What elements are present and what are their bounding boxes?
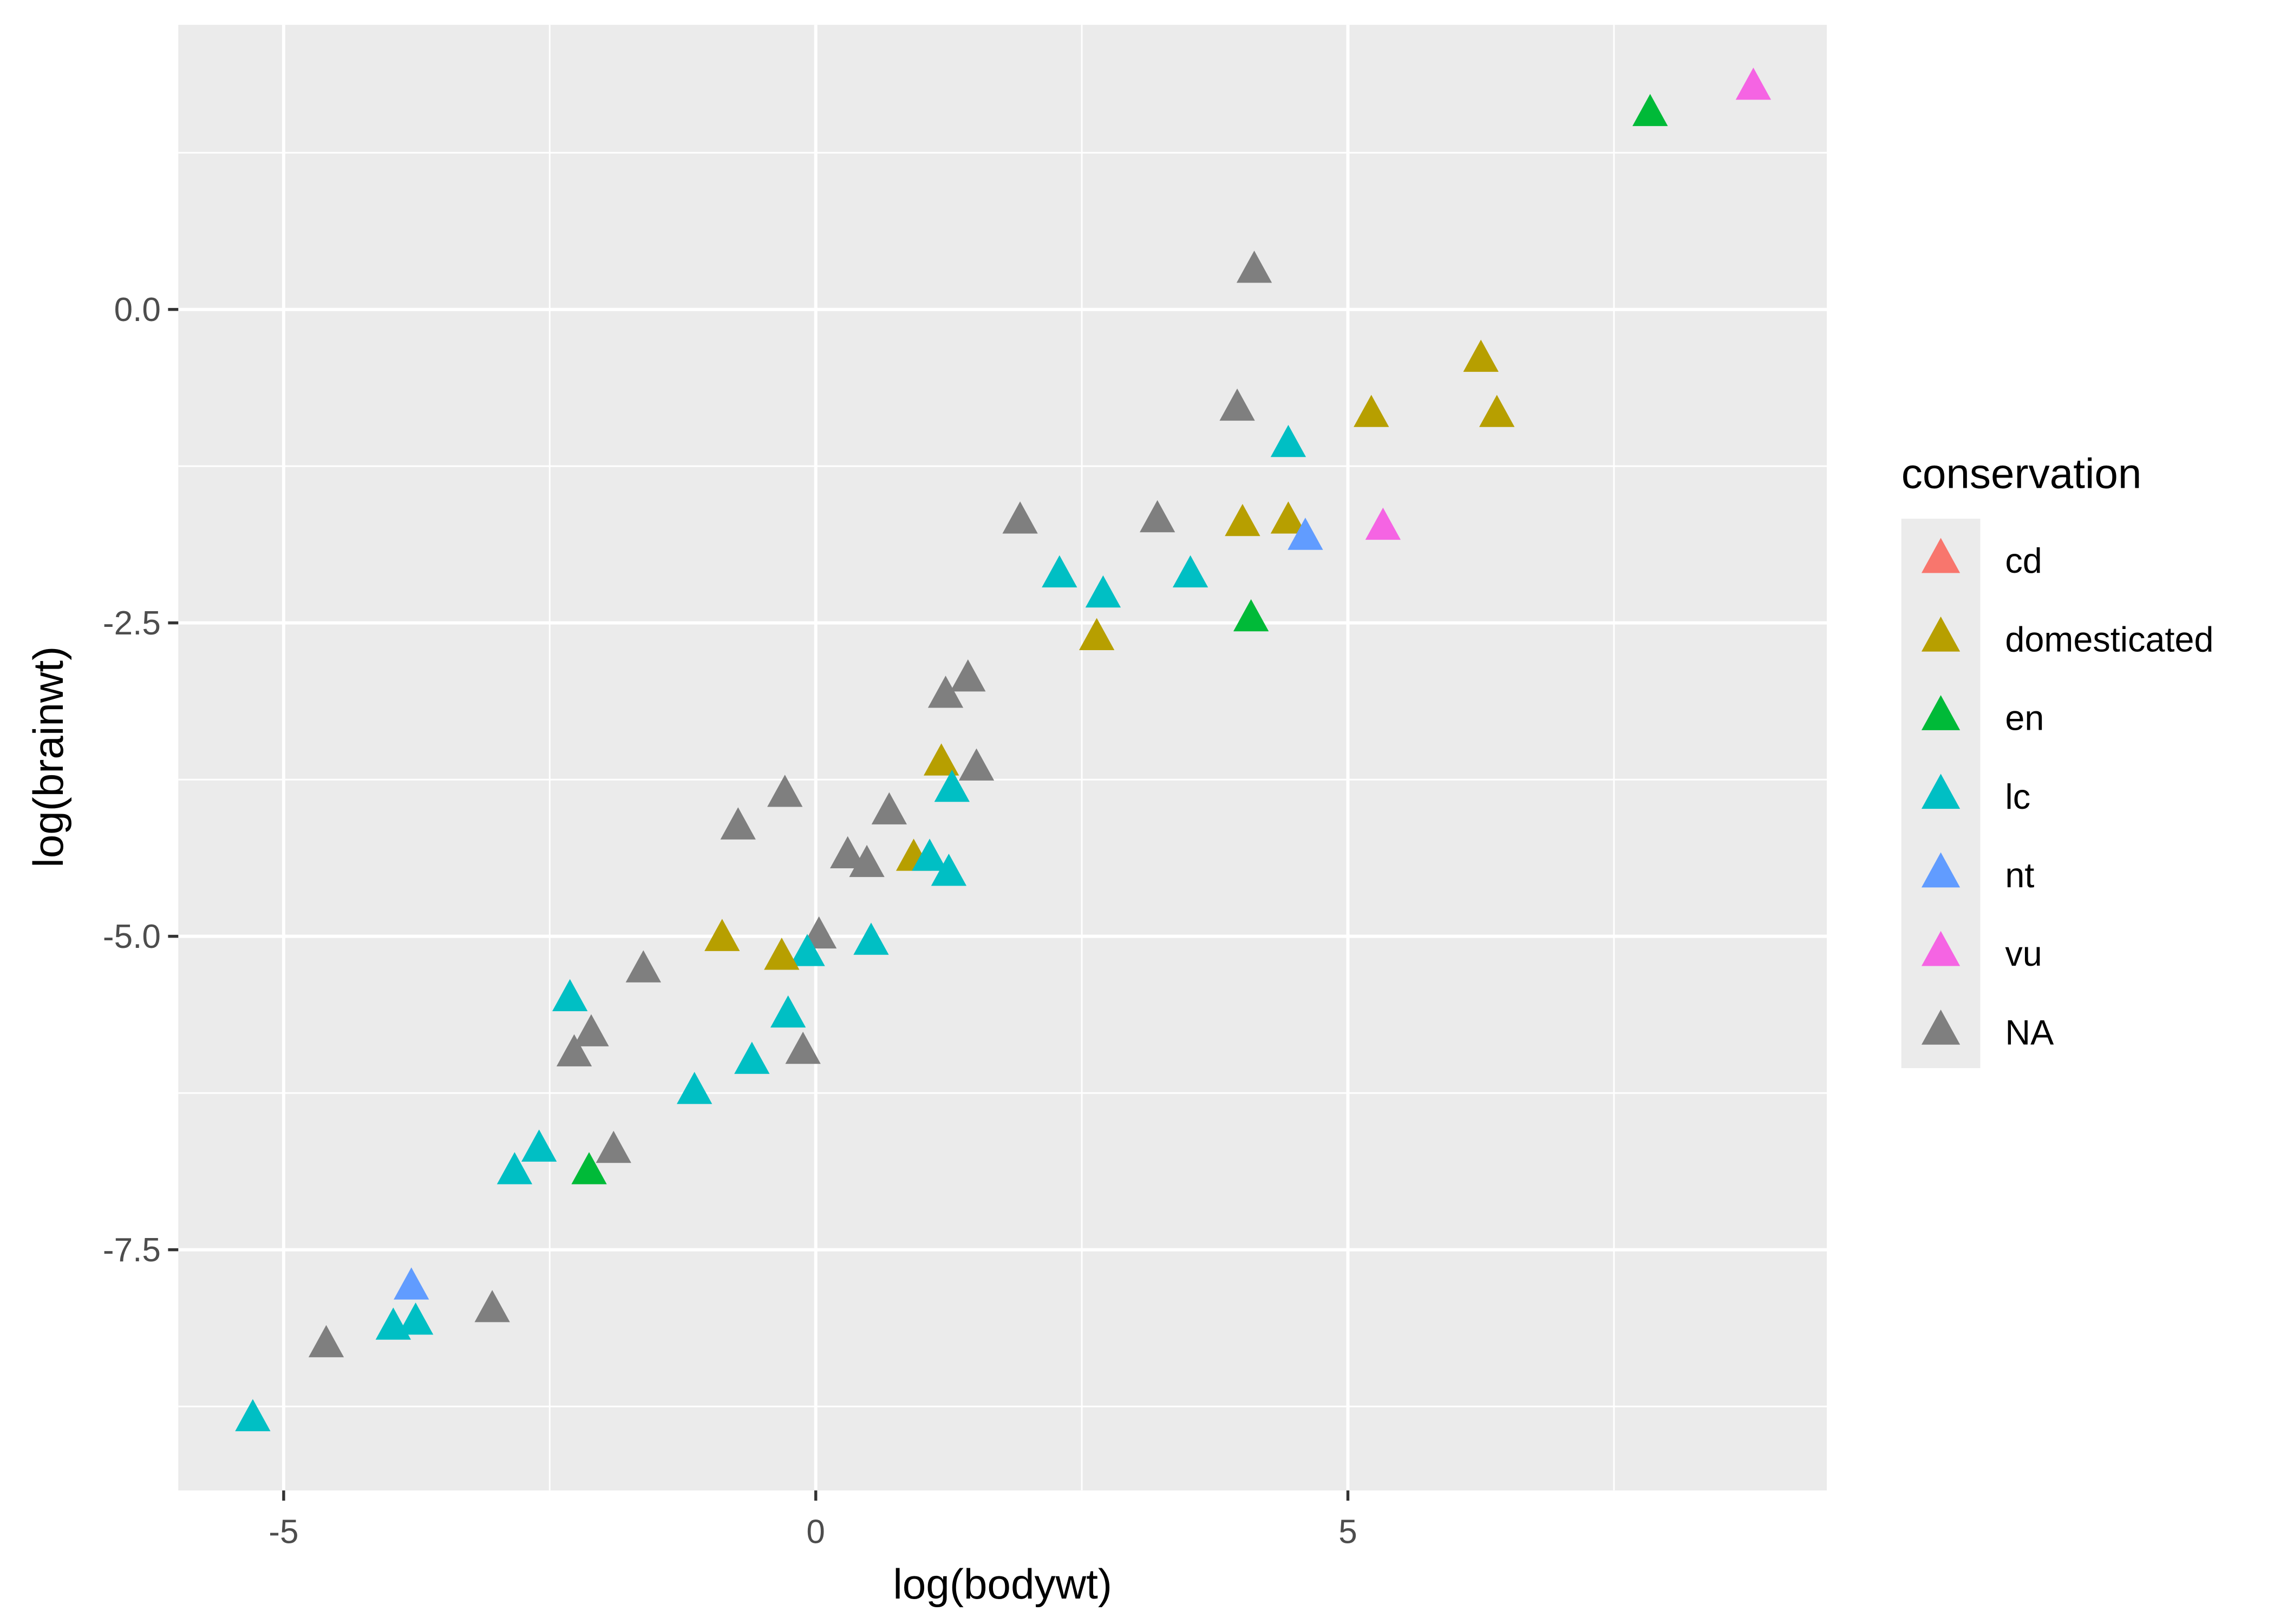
legend-label: en (2005, 698, 2044, 738)
point-lc (496, 1152, 533, 1184)
legend-label: cd (2005, 541, 2042, 580)
legend-label: lc (2005, 777, 2030, 816)
y-tick-label: -5.0 (103, 918, 161, 955)
point-vu (1735, 67, 1772, 100)
point-na (596, 1130, 631, 1163)
point-na (720, 807, 756, 840)
point-na (830, 836, 866, 868)
point-domesticated (1225, 503, 1260, 536)
point-domesticated (1479, 395, 1515, 427)
point-domesticated (704, 919, 740, 951)
point-nt (1288, 518, 1323, 550)
point-domesticated (1463, 339, 1499, 372)
point-en (571, 1152, 607, 1184)
point-lc (734, 1042, 770, 1074)
point-na (625, 950, 661, 983)
legend-key-lc (1921, 774, 1961, 809)
legend-key-na (1921, 1009, 1961, 1045)
point-na (474, 1289, 510, 1322)
point-lc (912, 839, 948, 871)
point-lc (1085, 575, 1121, 608)
point-na (308, 1325, 344, 1358)
point-na (849, 844, 885, 878)
point-en (1233, 599, 1269, 632)
y-tick-label: -2.5 (103, 605, 161, 642)
point-vu (1365, 507, 1401, 540)
point-na (785, 1031, 821, 1064)
point-domesticated (923, 743, 959, 776)
point-lc (676, 1071, 713, 1104)
point-na (1236, 251, 1272, 283)
legend-label: vu (2005, 934, 2042, 973)
legend-key-vu (1921, 931, 1961, 966)
point-na (556, 1034, 592, 1066)
x-tick-label: 0 (806, 1513, 825, 1550)
point-lc (1270, 424, 1306, 457)
point-lc (770, 995, 806, 1028)
axes: -5 0 5 0.0 -2.5 -5.0 -7.5 (103, 291, 1357, 1550)
point-na (1140, 500, 1175, 533)
point-lc (1172, 555, 1208, 588)
point-lc (789, 934, 825, 966)
point-lc (1042, 555, 1077, 588)
legend-key-en (1921, 695, 1961, 730)
point-lc (235, 1399, 271, 1431)
legend-label: NA (2005, 1012, 2054, 1052)
point-domesticated (1270, 501, 1306, 534)
legend-title: conservation (1901, 450, 2142, 497)
panel-background (178, 24, 1827, 1491)
y-axis-label: log(brainwt) (24, 646, 72, 868)
point-na (1219, 388, 1255, 421)
point-na (1002, 501, 1038, 534)
point-lc (397, 1302, 434, 1335)
legend-key-nt (1921, 852, 1961, 888)
point-lc (931, 853, 967, 886)
point-lc (853, 922, 889, 955)
legend-label: nt (2005, 855, 2034, 895)
x-axis-label: log(bodywt) (893, 1560, 1112, 1608)
point-nt (394, 1267, 429, 1300)
point-na (767, 775, 803, 807)
point-domesticated (1354, 395, 1389, 427)
x-tick-label: 5 (1338, 1513, 1357, 1550)
legend-key-cd (1921, 538, 1961, 573)
gridlines (178, 24, 1827, 1491)
legend: conservation cd domesticated en lc nt vu NA (1901, 450, 2214, 1069)
point-domesticated (764, 938, 800, 970)
point-na (573, 1014, 609, 1046)
point-na (950, 659, 986, 692)
point-na (958, 748, 995, 781)
y-tick-label: 0.0 (114, 291, 161, 329)
point-en (1632, 94, 1668, 126)
data-points (235, 67, 1772, 1431)
y-tick-label: -7.5 (103, 1232, 161, 1269)
point-na (927, 676, 964, 708)
legend-label: domesticated (2005, 619, 2213, 659)
point-domesticated (1079, 618, 1115, 650)
point-na (871, 792, 907, 824)
x-tick-label: -5 (269, 1513, 298, 1550)
point-lc (521, 1129, 557, 1162)
point-lc (552, 979, 588, 1011)
point-lc (934, 769, 970, 802)
legend-key-domesticated (1921, 616, 1961, 652)
